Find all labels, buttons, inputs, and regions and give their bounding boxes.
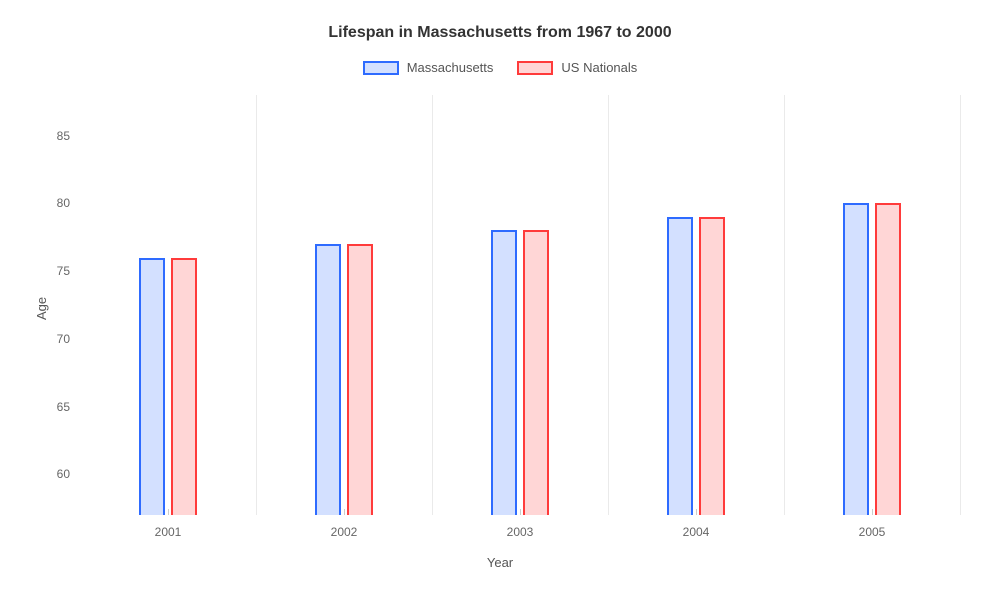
grid-line — [784, 95, 785, 515]
legend-swatch — [363, 61, 399, 75]
bar[interactable] — [843, 203, 869, 515]
x-tick-label: 2002 — [331, 525, 358, 539]
lifespan-bar-chart: Lifespan in Massachusetts from 1967 to 2… — [0, 0, 1000, 600]
chart-title: Lifespan in Massachusetts from 1967 to 2… — [0, 24, 1000, 42]
legend-item[interactable]: Massachusetts — [363, 60, 494, 75]
bar[interactable] — [667, 217, 693, 515]
x-tick — [872, 509, 873, 515]
y-tick-label: 60 — [57, 467, 70, 481]
y-tick-label: 75 — [57, 264, 70, 278]
bar[interactable] — [347, 244, 373, 515]
bar[interactable] — [315, 244, 341, 515]
x-tick — [168, 509, 169, 515]
legend-swatch — [517, 61, 553, 75]
x-tick — [344, 509, 345, 515]
x-axis-title: Year — [487, 555, 513, 570]
y-tick-label: 65 — [57, 400, 70, 414]
x-tick-label: 2004 — [683, 525, 710, 539]
bar[interactable] — [523, 230, 549, 515]
bar[interactable] — [491, 230, 517, 515]
legend-label: US Nationals — [561, 60, 637, 75]
x-tick-label: 2001 — [155, 525, 182, 539]
x-tick-label: 2005 — [859, 525, 886, 539]
y-tick-label: 80 — [57, 196, 70, 210]
grid-line — [608, 95, 609, 515]
legend-item[interactable]: US Nationals — [517, 60, 637, 75]
grid-line — [256, 95, 257, 515]
bar[interactable] — [139, 258, 165, 515]
y-tick-label: 70 — [57, 332, 70, 346]
x-tick-label: 2003 — [507, 525, 534, 539]
x-tick — [520, 509, 521, 515]
bar[interactable] — [171, 258, 197, 515]
legend-label: Massachusetts — [407, 60, 494, 75]
y-axis-title: Age — [34, 297, 49, 320]
bar[interactable] — [699, 217, 725, 515]
bar[interactable] — [875, 203, 901, 515]
plot-area: 60657075808520012002200320042005 — [80, 95, 960, 515]
legend: Massachusetts US Nationals — [0, 60, 1000, 75]
y-tick-label: 85 — [57, 129, 70, 143]
x-tick — [696, 509, 697, 515]
grid-line — [432, 95, 433, 515]
grid-line — [960, 95, 961, 515]
